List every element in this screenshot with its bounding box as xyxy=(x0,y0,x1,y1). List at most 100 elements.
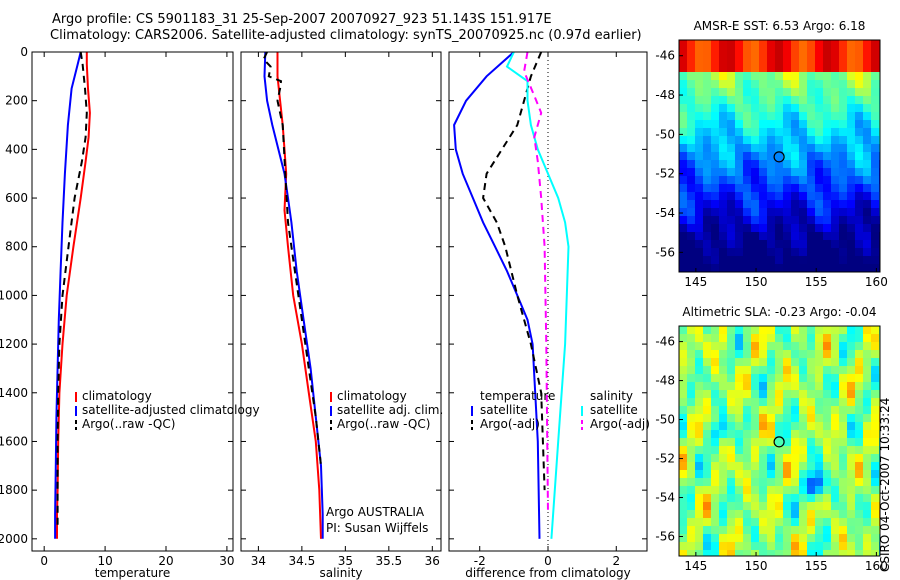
heatmap-cell xyxy=(695,382,703,390)
heatmap-cell xyxy=(679,88,687,96)
heatmap-cell xyxy=(719,502,727,510)
heatmap-cell xyxy=(727,550,735,556)
heatmap-cell xyxy=(703,406,711,414)
heatmap-cell xyxy=(823,350,831,358)
heatmap-cell xyxy=(863,454,871,462)
heatmap-cell xyxy=(799,526,807,534)
heatmap-cell xyxy=(775,96,783,104)
heatmap-cell xyxy=(719,176,727,184)
heatmap-cell xyxy=(695,240,703,248)
heatmap-cell xyxy=(711,112,719,120)
heatmap-cell xyxy=(847,470,855,478)
heatmap-cell xyxy=(783,406,791,414)
heatmap-cell xyxy=(783,248,791,256)
heatmap-cell xyxy=(751,510,759,518)
heatmap-cell xyxy=(695,88,703,96)
heatmap-cell xyxy=(775,422,783,430)
heatmap-cell xyxy=(831,454,839,462)
heatmap-cell xyxy=(775,358,783,366)
heatmap-cell xyxy=(815,462,823,470)
heatmap-cell xyxy=(831,72,839,80)
heatmap-cell xyxy=(751,406,759,414)
y-tick-label: 1000 xyxy=(0,288,28,302)
heatmap-cell xyxy=(727,232,735,240)
heatmap-cell xyxy=(855,446,863,454)
heatmap-cell xyxy=(743,56,751,64)
heatmap-cell xyxy=(775,486,783,494)
figure-title-line-1: Argo profile: CS 5901183_31 25-Sep-2007 … xyxy=(52,12,552,27)
heatmap-cell xyxy=(727,494,735,502)
heatmap-cell xyxy=(863,88,871,96)
heatmap-cell xyxy=(695,192,703,200)
heatmap-cell xyxy=(871,342,879,350)
heatmap-cell xyxy=(775,208,783,216)
heatmap-cell xyxy=(871,248,879,256)
heatmap-cell xyxy=(855,168,863,176)
heatmap-cell xyxy=(727,80,735,88)
heatmap-cell xyxy=(703,168,711,176)
heatmap-cell xyxy=(839,414,847,422)
heatmap-cell xyxy=(719,358,727,366)
heatmap-cell xyxy=(823,224,831,232)
heatmap-cell xyxy=(743,534,751,542)
heatmap-cell xyxy=(799,216,807,224)
heatmap-cell xyxy=(839,104,847,112)
heatmap-cell xyxy=(751,200,759,208)
heatmap-cell xyxy=(855,326,863,334)
heatmap-cell xyxy=(831,382,839,390)
heatmap-cell xyxy=(863,72,871,80)
heatmap-cell xyxy=(679,486,687,494)
heatmap-cell xyxy=(695,136,703,144)
heatmap-cell xyxy=(687,240,695,248)
heatmap-cell xyxy=(871,128,879,136)
heatmap-cell xyxy=(735,144,743,152)
heatmap-cell xyxy=(759,88,767,96)
heatmap-cell xyxy=(687,152,695,160)
heatmap-cell xyxy=(735,184,743,192)
heatmap-cell xyxy=(807,240,815,248)
heatmap-cell xyxy=(679,240,687,248)
heatmap-cell xyxy=(823,184,831,192)
heatmap-cell xyxy=(783,422,791,430)
heatmap-cell xyxy=(767,494,775,502)
heatmap-cell xyxy=(831,64,839,72)
x-tick-label: 150 xyxy=(745,559,768,573)
heatmap-cell xyxy=(687,184,695,192)
heatmap-cell xyxy=(727,326,735,334)
heatmap-cell xyxy=(775,350,783,358)
heatmap-cell xyxy=(807,502,815,510)
heatmap-cell xyxy=(807,534,815,542)
heatmap-cell xyxy=(703,152,711,160)
heatmap-cell xyxy=(687,382,695,390)
credit-line-2: PI: Susan Wijffels xyxy=(326,521,428,535)
heatmap-cell xyxy=(783,128,791,136)
heatmap-cell xyxy=(703,96,711,104)
y-tick-label: -46 xyxy=(655,49,675,63)
heatmap-cell xyxy=(735,208,743,216)
heatmap-cell xyxy=(759,326,767,334)
heatmap-cell xyxy=(831,112,839,120)
heatmap-cell xyxy=(751,160,759,168)
heatmap-cell xyxy=(775,136,783,144)
heatmap-cell xyxy=(791,96,799,104)
heatmap-cell xyxy=(759,550,767,556)
heatmap-cell xyxy=(687,144,695,152)
heatmap-cell xyxy=(855,502,863,510)
heatmap-cell xyxy=(871,40,879,48)
heatmap-cell xyxy=(695,470,703,478)
heatmap-cell xyxy=(711,534,719,542)
heatmap-cell xyxy=(735,112,743,120)
heatmap-cell xyxy=(751,518,759,526)
heatmap-cell xyxy=(855,526,863,534)
heatmap-cell xyxy=(807,184,815,192)
heatmap-cell xyxy=(863,224,871,232)
heatmap-cell xyxy=(735,264,743,272)
series-line-1 xyxy=(276,52,322,539)
heatmap-cell xyxy=(871,334,879,342)
heatmap-cell xyxy=(687,168,695,176)
heatmap-cell xyxy=(775,80,783,88)
heatmap-cell xyxy=(727,152,735,160)
heatmap-cell xyxy=(831,494,839,502)
heatmap-cell xyxy=(719,342,727,350)
heatmap-cell xyxy=(871,438,879,446)
